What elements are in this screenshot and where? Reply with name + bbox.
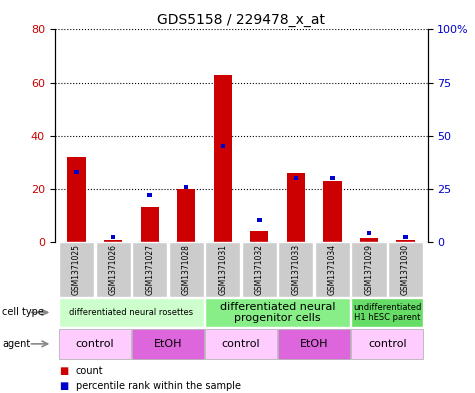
- Bar: [352, 329, 423, 359]
- Bar: [220, 144, 225, 148]
- Text: ■: ■: [59, 366, 68, 376]
- Bar: [352, 242, 387, 297]
- Bar: [111, 235, 115, 239]
- Bar: [388, 242, 423, 297]
- Title: GDS5158 / 229478_x_at: GDS5158 / 229478_x_at: [157, 13, 325, 27]
- Text: GSM1371029: GSM1371029: [364, 244, 373, 295]
- Bar: [104, 241, 122, 242]
- Bar: [397, 241, 415, 242]
- Text: GSM1371031: GSM1371031: [218, 244, 227, 295]
- Bar: [278, 329, 350, 359]
- Text: GSM1371030: GSM1371030: [401, 244, 410, 295]
- Text: agent: agent: [2, 339, 30, 349]
- Text: GSM1371025: GSM1371025: [72, 244, 81, 295]
- Bar: [205, 329, 277, 359]
- Bar: [184, 185, 189, 189]
- Bar: [352, 298, 423, 327]
- Bar: [367, 231, 371, 235]
- Bar: [75, 170, 79, 174]
- Text: cell type: cell type: [2, 307, 44, 318]
- Text: EtOH: EtOH: [300, 339, 328, 349]
- Text: GSM1371033: GSM1371033: [291, 244, 300, 295]
- Bar: [147, 193, 152, 197]
- Bar: [169, 242, 204, 297]
- Text: control: control: [368, 339, 407, 349]
- Bar: [132, 329, 204, 359]
- Bar: [205, 298, 350, 327]
- Text: GSM1371034: GSM1371034: [328, 244, 337, 295]
- Bar: [403, 235, 408, 239]
- Bar: [205, 242, 240, 297]
- Bar: [177, 189, 195, 242]
- Bar: [242, 242, 277, 297]
- Text: percentile rank within the sample: percentile rank within the sample: [76, 381, 241, 391]
- Bar: [214, 75, 232, 242]
- Bar: [360, 238, 378, 242]
- Bar: [250, 231, 268, 242]
- Bar: [59, 329, 131, 359]
- Bar: [287, 173, 305, 242]
- Bar: [141, 207, 159, 242]
- Bar: [67, 157, 86, 242]
- Bar: [315, 242, 350, 297]
- Bar: [323, 181, 342, 242]
- Text: EtOH: EtOH: [154, 339, 182, 349]
- Text: control: control: [76, 339, 114, 349]
- Bar: [257, 219, 262, 222]
- Text: control: control: [222, 339, 260, 349]
- Text: differentiated neural
progenitor cells: differentiated neural progenitor cells: [220, 302, 335, 323]
- Text: differentiated neural rosettes: differentiated neural rosettes: [69, 308, 193, 317]
- Bar: [95, 242, 131, 297]
- Bar: [278, 242, 314, 297]
- Bar: [294, 176, 298, 180]
- Text: GSM1371028: GSM1371028: [182, 244, 191, 295]
- Text: ■: ■: [59, 381, 68, 391]
- Bar: [132, 242, 167, 297]
- Text: GSM1371026: GSM1371026: [109, 244, 118, 295]
- Text: undifferentiated
H1 hESC parent: undifferentiated H1 hESC parent: [353, 303, 421, 322]
- Bar: [59, 242, 94, 297]
- Text: count: count: [76, 366, 104, 376]
- Text: GSM1371032: GSM1371032: [255, 244, 264, 295]
- Bar: [59, 298, 204, 327]
- Bar: [330, 176, 335, 180]
- Text: GSM1371027: GSM1371027: [145, 244, 154, 295]
